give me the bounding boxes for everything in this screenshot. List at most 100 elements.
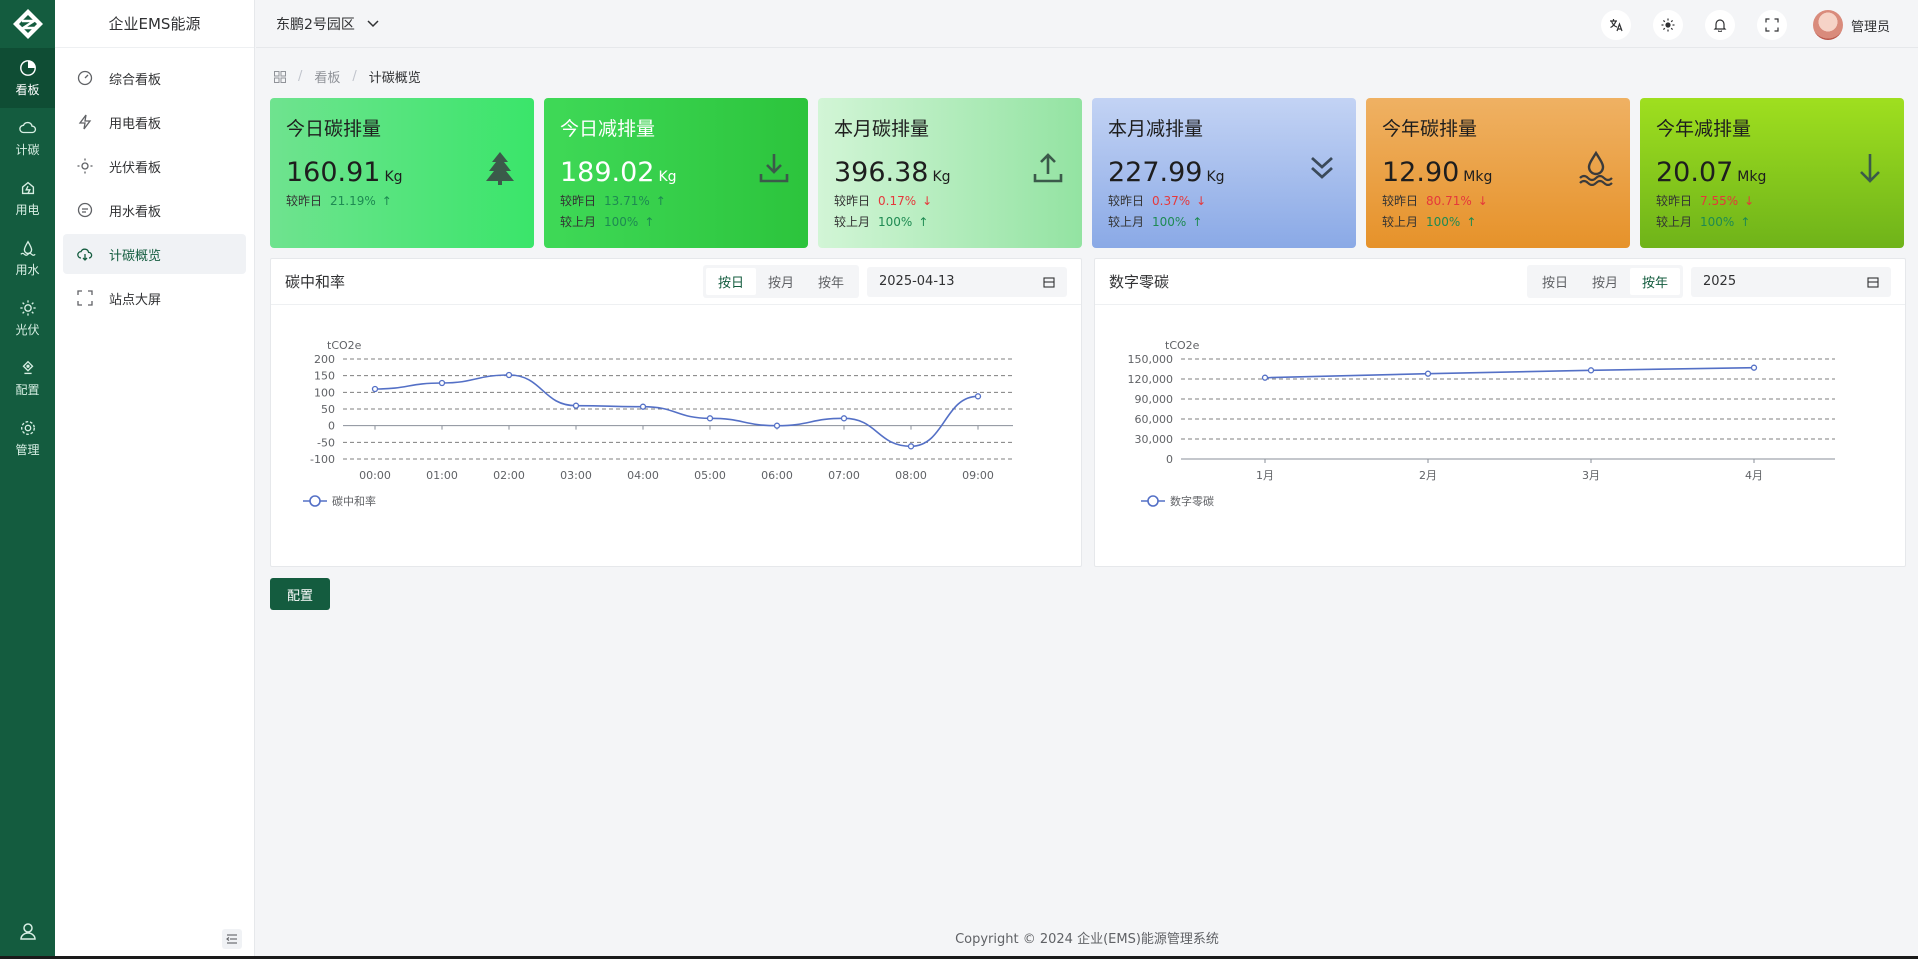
rail-item-carbon[interactable]: 计碳	[0, 108, 55, 168]
sidebar-item-label: 用电看板	[109, 116, 162, 132]
arrow-down-icon: ↓	[1477, 193, 1488, 208]
x-tick-label: 00:00	[359, 469, 391, 482]
kpi-unit: Kg	[932, 169, 951, 185]
kpi-value-wrap: 12.90 Mkg	[1382, 157, 1614, 188]
kpi-value: 20.07	[1656, 157, 1734, 188]
kpi-compare-pct: 100%	[1700, 214, 1735, 229]
kpi-compare-row: 较上月 100% ↑	[1656, 213, 1888, 230]
x-tick-label: 07:00	[828, 469, 860, 482]
dashboard-icon	[77, 70, 93, 86]
x-tick-label: 02:00	[493, 469, 525, 482]
period-year-button[interactable]: 按年	[1629, 268, 1680, 295]
kpi-unit: Kg	[1206, 169, 1225, 185]
sidebar-item-power[interactable]: 用电看板	[63, 102, 246, 142]
x-tick-label: 05:00	[694, 469, 726, 482]
plug-icon	[21, 181, 34, 194]
panel-header: 数字零碳 按日 按月 按年 2025	[1095, 259, 1905, 305]
legend-label: 数字零碳	[1170, 494, 1214, 508]
kpi-value: 227.99	[1108, 157, 1203, 188]
y-tick-label: 100	[314, 386, 335, 399]
legend-marker	[1147, 495, 1159, 507]
rail-item-solar[interactable]: 光伏	[0, 288, 55, 348]
sidebar-item-big-screen[interactable]: 站点大屏	[63, 278, 246, 318]
period-month-button[interactable]: 按月	[1591, 276, 1618, 291]
sun-icon	[19, 299, 36, 316]
rail-item-water[interactable]: 用水	[0, 228, 55, 288]
breadcrumb-item[interactable]: 看板	[314, 71, 341, 86]
date-picker[interactable]: 2025-04-13	[867, 266, 1067, 297]
kpi-compare-pct: 7.55%	[1700, 193, 1739, 208]
y-tick-label: 30,000	[1135, 433, 1174, 446]
kpi-compare-label: 较昨日	[834, 194, 871, 208]
period-day-button[interactable]: 按日	[1541, 276, 1568, 291]
grid-icon[interactable]	[274, 70, 286, 83]
water-waves-icon	[1579, 150, 1613, 186]
y-tick-label: 60,000	[1135, 413, 1174, 426]
kpi-compare-label: 较昨日	[1656, 194, 1693, 208]
year-picker[interactable]: 2025	[1691, 266, 1891, 297]
y-axis-unit-label: tCO2e	[327, 339, 362, 352]
kpi-compare-pct: 0.17%	[878, 193, 917, 208]
kpi-card-month-reduction: 本月减排量 227.99 Kg 较昨日 0.37% ↓ 较上月 100% ↑	[1092, 98, 1356, 248]
fullscreen-button[interactable]	[1756, 10, 1787, 40]
fullscreen-icon	[1765, 18, 1779, 32]
kpi-compare-label: 较昨日	[1382, 194, 1419, 208]
breadcrumb-separator: /	[298, 69, 303, 84]
footer-copyright: Copyright © 2024 企业(EMS)能源管理系统	[955, 932, 1219, 947]
rail-item-config[interactable]: 配置	[0, 348, 55, 408]
arrow-down-icon: ↓	[922, 193, 933, 208]
kpi-card-today-emission: 今日碳排量 160.91 Kg 较昨日 21.19% ↑	[270, 98, 534, 248]
bottom-bar	[0, 956, 1918, 959]
panel-carbon-neutral-rate: 碳中和率 按日 按月 按年 2025-04-13 tCO2e 200 150 100 5…	[270, 258, 1082, 567]
user-icon	[19, 923, 36, 940]
cloud-icon	[18, 121, 36, 133]
data-point	[974, 393, 982, 400]
rail-item-admin[interactable]: 管理	[0, 408, 55, 468]
x-tick-label: 4月	[1745, 469, 1763, 482]
sidebar-item-carbon-overview[interactable]: 计碳概览	[63, 234, 246, 274]
x-tick-label: 08:00	[895, 469, 927, 482]
sidebar-item-overview[interactable]: 综合看板	[63, 58, 246, 98]
kpi-compare-pct: 21.19%	[330, 193, 376, 208]
config-button[interactable]: 配置	[270, 578, 330, 610]
rail-item-label: 看板	[15, 82, 40, 97]
kpi-value: 160.91	[286, 157, 381, 188]
user-name[interactable]: 管理员	[1850, 19, 1890, 35]
avatar[interactable]	[1812, 10, 1843, 40]
data-point	[572, 402, 580, 409]
period-year-button[interactable]: 按年	[817, 276, 844, 291]
park-selector[interactable]: 东鹏2号园区	[276, 14, 379, 34]
data-point	[1750, 364, 1758, 371]
sidebar-collapse-button[interactable]	[222, 929, 242, 949]
app-logo[interactable]	[0, 0, 55, 48]
data-point	[438, 379, 446, 387]
y-tick-label: 150,000	[1128, 353, 1174, 366]
sidebar-item-water[interactable]: 用水看板	[63, 190, 246, 230]
y-tick-label: -100	[310, 453, 335, 466]
period-day-button[interactable]: 按日	[705, 268, 756, 295]
rail-item-label: 计碳	[15, 142, 40, 157]
series-line	[1264, 366, 1755, 379]
sidebar-item-solar[interactable]: 光伏看板	[63, 146, 246, 186]
data-point	[639, 403, 647, 410]
date-picker-value: 2025-04-13	[879, 274, 955, 289]
language-button[interactable]	[1600, 10, 1631, 40]
upload-icon	[1033, 153, 1063, 183]
arrow-down-icon: ↓	[1744, 193, 1755, 208]
cloud-download-icon	[77, 248, 93, 261]
download-icon	[759, 154, 789, 183]
sun-icon	[1661, 18, 1675, 32]
theme-button[interactable]	[1652, 10, 1683, 40]
x-tick-label: 03:00	[560, 469, 592, 482]
rail-item-dashboard[interactable]: 看板	[0, 48, 55, 108]
legend-marker	[309, 495, 321, 507]
rail-user-button[interactable]	[0, 921, 55, 941]
arrow-down-icon	[1860, 154, 1880, 183]
period-month-button[interactable]: 按月	[767, 276, 794, 291]
translate-icon	[1609, 19, 1623, 32]
notification-button[interactable]	[1704, 10, 1735, 40]
rail-item-power[interactable]: 用电	[0, 168, 55, 228]
sidebar: 企业EMS能源 综合看板 用电看板 光伏看板 用水看板 计碳概览 站点大屏	[55, 0, 255, 959]
kpi-title: 今日碳排量	[286, 118, 382, 140]
y-tick-label: 0	[1166, 453, 1173, 466]
